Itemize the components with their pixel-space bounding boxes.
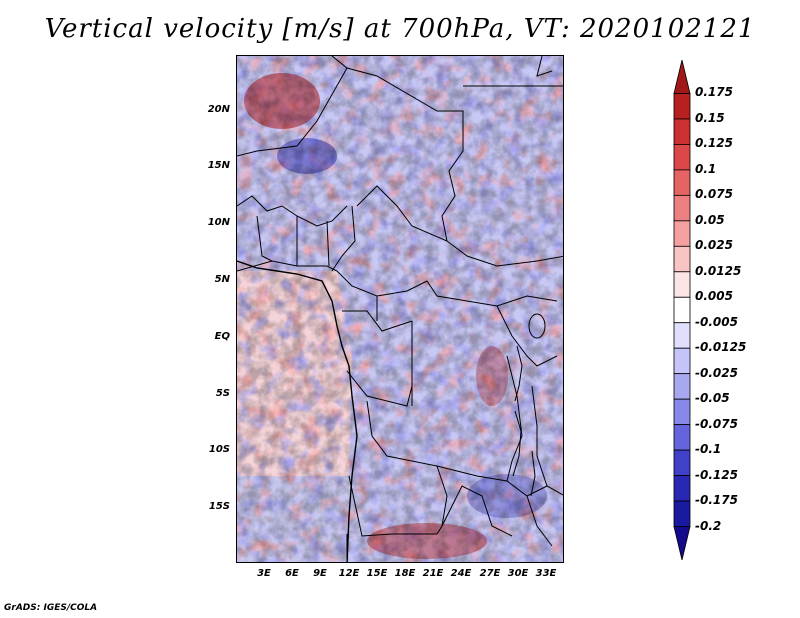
colorbar-swatch [673,347,691,375]
lat-label: EQ [214,331,230,342]
colorbar-swatch [673,169,691,196]
lat-label: 10N [207,217,230,228]
velocity-field-map [237,56,563,562]
colorbar-level-label: -0.2 [695,518,722,533]
lon-label: 21E [422,568,444,579]
colorbar-swatch [673,398,691,426]
colorbar-swatch [673,424,691,451]
colorbar-swatch [673,194,691,222]
colorbar-level-label: -0.005 [695,314,738,329]
lon-label: 18E [394,568,416,579]
plot-title: Vertical velocity [m/s] at 700hPa, VT: 2… [44,14,756,44]
colorbar-swatch [673,144,691,171]
lon-label: 15E [366,568,388,579]
lat-label: 10S [208,444,230,455]
colorbar-swatch [673,322,691,349]
colorbar-level-label: -0.075 [695,416,738,431]
coastline [237,260,358,562]
colorbar-level-label: -0.0125 [695,340,747,355]
colorbar-swatch [673,220,691,247]
colorbar-swatch [673,526,691,560]
lat-label: 5N [214,274,230,285]
colorbar-swatch [673,500,691,527]
colorbar-level-label: 0.025 [695,238,733,253]
colorbar-level-label: 0.1 [695,161,717,176]
map-panel [236,55,564,563]
colorbar-level-label: 0.125 [695,136,733,151]
lon-label: 33E [535,568,557,579]
lon-label: 6E [285,568,299,579]
lakes [512,313,546,497]
colorbar-level-label: 0.05 [695,212,725,227]
colorbar-level-label: -0.175 [695,493,738,508]
colorbar-level-label: -0.125 [695,467,738,482]
credit-text: GrADS: IGES/COLA [4,603,98,613]
colorbar [673,60,691,560]
country-borders [237,56,563,562]
lon-label: 30E [507,568,529,579]
colorbar-swatch [673,60,691,94]
colorbar-swatch [673,93,691,120]
colorbar-swatch [673,449,691,476]
colorbar-swatch [673,271,691,298]
colorbar-swatch [673,245,691,273]
lat-label: 20N [207,104,230,115]
colorbar-level-label: 0.175 [695,85,733,100]
lat-label: 5S [215,388,230,399]
lon-label: 27E [479,568,501,579]
lon-label: 3E [257,568,271,579]
lat-label: 15N [207,160,230,171]
colorbar-level-label: -0.1 [695,442,722,457]
lat-label: 15S [208,501,230,512]
colorbar-swatch [673,475,691,502]
colorbar-level-label: -0.05 [695,391,730,406]
colorbar-swatch [673,373,691,400]
lon-label: 24E [450,568,472,579]
colorbar-swatch [673,118,691,145]
colorbar-level-label: 0.0125 [695,263,742,278]
colorbar-level-label: 0.075 [695,187,733,202]
colorbar-level-label: -0.025 [695,365,738,380]
colorbar-level-label: 0.005 [695,289,733,304]
lon-label: 9E [313,568,327,579]
lon-label: 12E [338,568,360,579]
colorbar-swatch [673,296,691,324]
colorbar-level-label: 0.15 [695,110,725,125]
